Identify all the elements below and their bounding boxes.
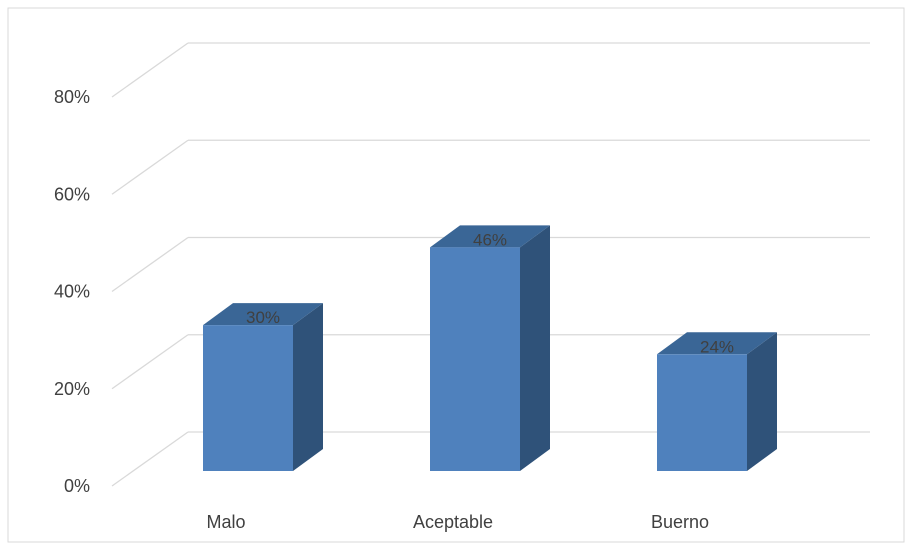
bar-front — [203, 325, 293, 471]
data-labels: 30% 46% 24% — [246, 230, 734, 356]
bar-top — [430, 225, 550, 248]
gridline-side — [111, 236, 189, 293]
bar-side — [747, 332, 777, 471]
data-label: 46% — [473, 230, 507, 249]
bar-front — [657, 354, 747, 471]
x-category-label: Buerno — [651, 512, 709, 532]
bars — [203, 225, 777, 471]
gridline-side — [111, 431, 189, 487]
gridline-side — [111, 334, 189, 390]
gridline-side — [111, 139, 189, 195]
bar-buerno — [657, 332, 777, 471]
x-category-label: Aceptable — [413, 512, 493, 532]
bar-top — [657, 332, 777, 355]
data-label: 24% — [700, 337, 734, 356]
x-category-label: Malo — [206, 512, 245, 532]
x-axis-categories: Malo Aceptable Buerno — [206, 512, 709, 532]
y-tick-label: 0% — [64, 476, 90, 496]
y-tick-label: 40% — [54, 282, 90, 302]
bar-side — [293, 303, 323, 471]
data-label: 30% — [246, 308, 280, 327]
gridline-side — [111, 42, 189, 98]
bar-aceptable — [430, 225, 550, 471]
y-tick-label: 20% — [54, 379, 90, 399]
bar-side — [520, 225, 550, 471]
y-tick-label: 60% — [54, 184, 90, 204]
y-tick-label: 80% — [54, 87, 90, 107]
bar-front — [430, 247, 520, 471]
bar-malo — [203, 303, 323, 471]
bar-top — [203, 303, 323, 326]
y-axis-ticks: 0% 20% 40% 60% 80% — [54, 87, 90, 496]
